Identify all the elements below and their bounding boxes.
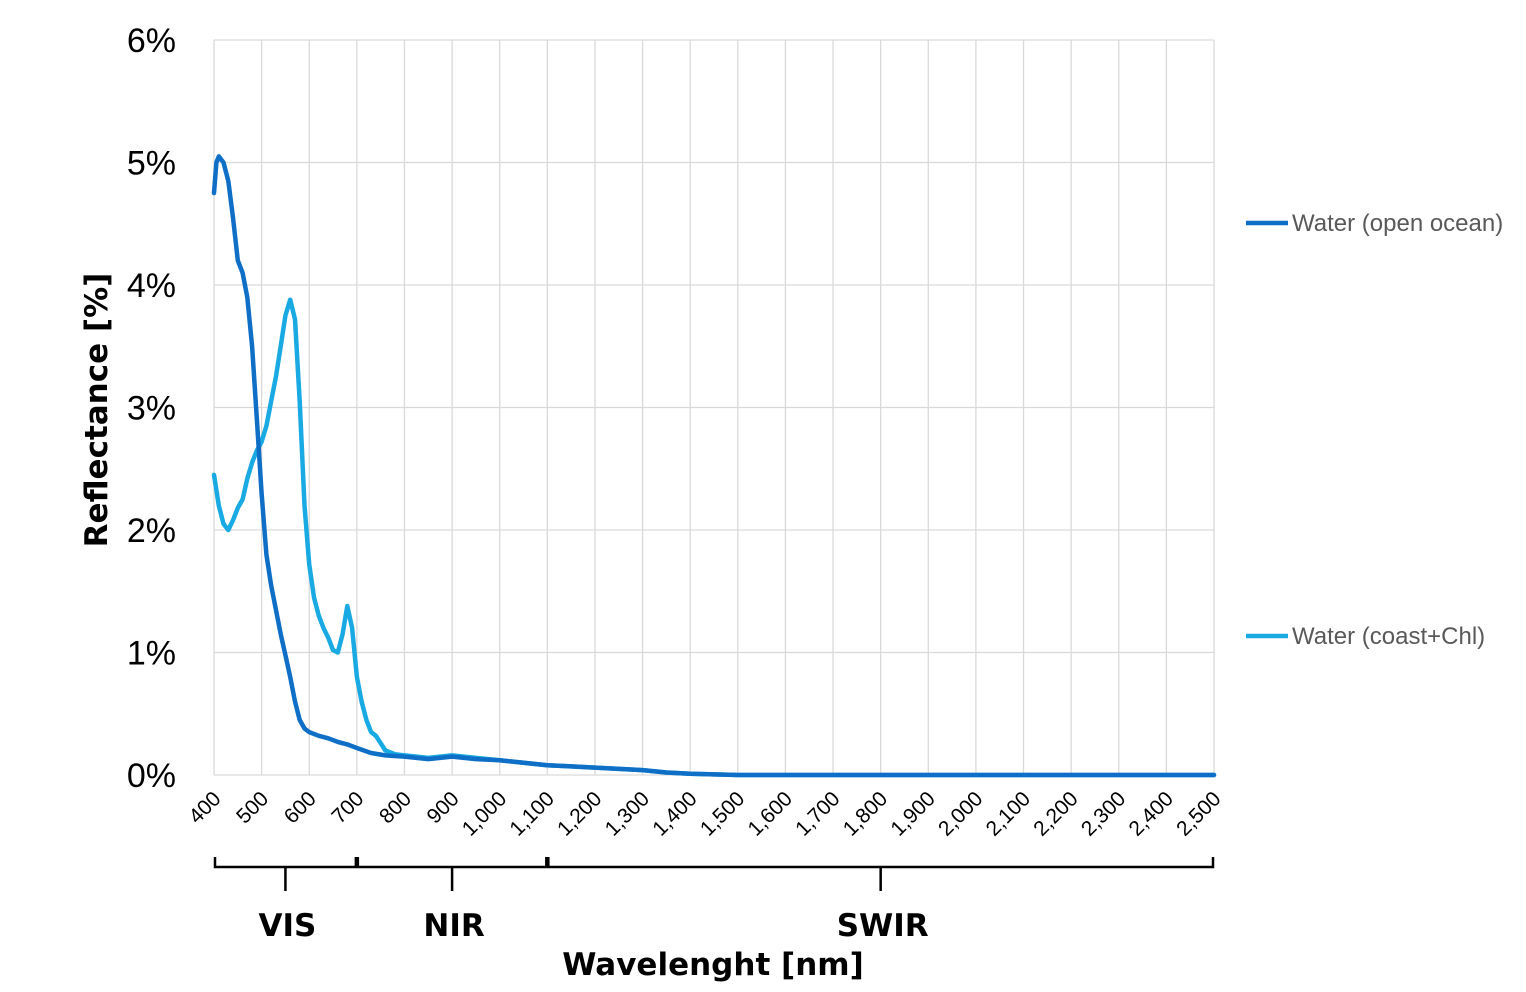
x-tick-label: 1,000 (458, 787, 511, 840)
x-tick-label: 2,000 (934, 787, 987, 840)
region-label: NIR (423, 908, 484, 944)
x-tick-label: 900 (423, 787, 464, 828)
x-tick-label: 1,100 (505, 787, 558, 840)
legend-label: Water (coast+Chl) (1292, 623, 1485, 650)
legend-label: Water (open ocean) (1292, 210, 1503, 237)
series-line (211, 297, 1217, 778)
x-tick-labels: 400 500 600 700 800 9001,0001,1001,2001,3001,… (184, 787, 1225, 840)
x-tick-label: 400 (184, 787, 225, 828)
x-tick-label: 700 (327, 787, 368, 828)
x-tick-label: 1,600 (744, 787, 797, 840)
x-tick-label: 800 (375, 787, 416, 828)
region-label: SWIR (837, 908, 929, 944)
region-bracket (547, 857, 1215, 891)
x-tick-label: 500 (232, 787, 273, 828)
y-tick-label: 4% (127, 267, 176, 305)
series-lines (211, 154, 1217, 778)
x-axis-title: Wavelenght [nm] (562, 947, 864, 983)
x-tick-label: 1,900 (886, 787, 939, 840)
grid (213, 39, 1215, 776)
y-tick-label: 3% (127, 390, 176, 428)
y-tick-label: 6% (127, 22, 176, 60)
x-tick-label: 2,200 (1029, 787, 1082, 840)
y-tick-label: 1% (127, 635, 176, 673)
x-tick-label: 1,200 (553, 787, 606, 840)
x-tick-label: 2,400 (1124, 787, 1177, 840)
x-tick-label: 2,100 (982, 787, 1035, 840)
y-axis-title: Reflectance [%] (79, 273, 115, 548)
x-tick-label: 600 (280, 787, 321, 828)
spectral-regions: VIS NIR SWIR (213, 857, 1215, 944)
legend: Water (open ocean) Water (coast+Chl) (1246, 210, 1503, 650)
y-tick-label: 5% (127, 145, 176, 183)
x-tick-label: 1,700 (791, 787, 844, 840)
y-tick-label: 0% (127, 757, 176, 795)
x-tick-label: 1,400 (648, 787, 701, 840)
region-bracket (356, 857, 548, 891)
series-line (211, 154, 1217, 778)
x-tick-label: 2,500 (1172, 787, 1225, 840)
y-tick-labels: 0% 1% 2% 3% 4% 5% 6% (127, 22, 176, 795)
x-tick-label: 1,300 (601, 787, 654, 840)
region-label: VIS (258, 908, 316, 944)
x-tick-label: 1,500 (696, 787, 749, 840)
x-tick-label: 1,800 (839, 787, 892, 840)
y-tick-label: 2% (127, 512, 176, 550)
region-bracket (213, 857, 358, 891)
x-tick-label: 2,300 (1077, 787, 1130, 840)
